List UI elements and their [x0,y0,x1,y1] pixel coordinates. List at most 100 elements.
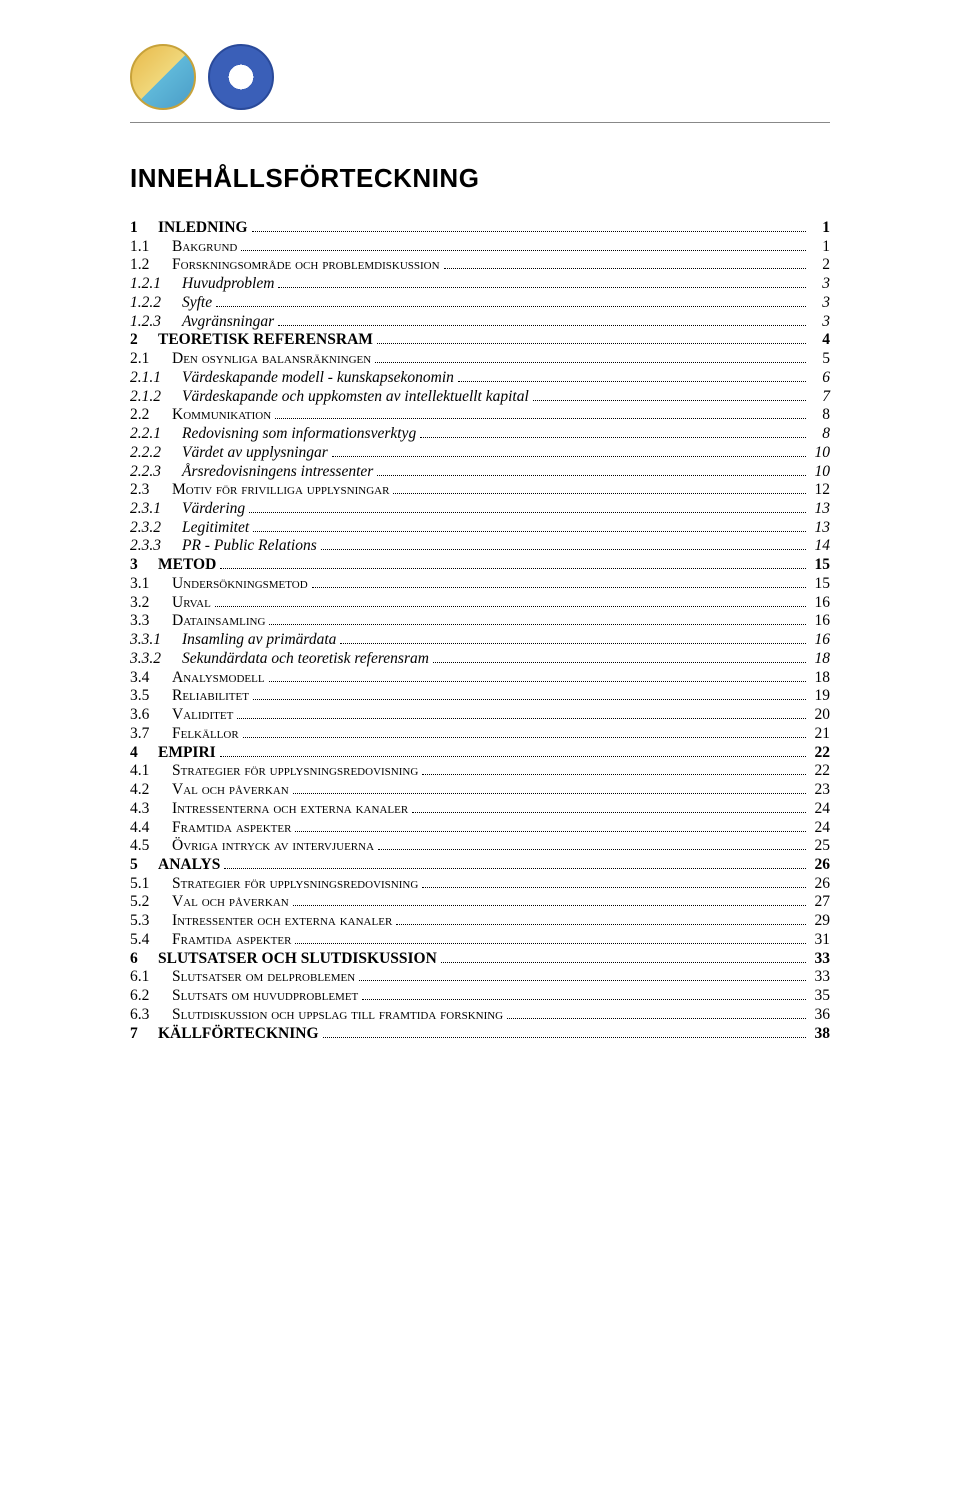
toc-entry: 5.4Framtida aspekter31 [130,932,830,949]
toc-entry-number: 2.1.1 [130,370,182,387]
toc-entry: 3.6Validitet20 [130,707,830,724]
toc-dot-leader [224,868,806,869]
toc-dot-leader [253,531,806,532]
toc-entry-page: 38 [810,1026,830,1043]
toc-entry: 2.2.3Årsredovisningens intressenter10 [130,464,830,481]
toc-dot-leader [507,1018,806,1019]
toc-entry-text: Urval [172,595,211,612]
toc-entry: 3.3.2Sekundärdata och teoretisk referens… [130,651,830,668]
toc-dot-leader [375,362,806,363]
toc-entry: 4EMPIRI22 [130,745,830,762]
toc-dot-leader [216,306,806,307]
toc-entry-text: Motiv för frivilliga upplysningar [172,482,389,499]
toc-entry-page: 26 [810,857,830,874]
toc-entry-text: Validitet [172,707,233,724]
toc-entry-page: 26 [810,876,830,893]
toc-entry-page: 3 [810,276,830,293]
toc-entry-page: 6 [810,370,830,387]
toc-dot-leader [458,381,806,382]
toc-entry-page: 10 [810,445,830,462]
toc-dot-leader [249,512,806,513]
toc-dot-leader [237,718,806,719]
toc-entry-text: METOD [158,557,216,574]
toc-entry-text: Analysmodell [172,670,265,687]
toc-entry-number: 7 [130,1026,158,1043]
toc-dot-leader [422,887,806,888]
toc-entry-text: Kommunikation [172,407,271,424]
toc-dot-leader [278,325,806,326]
toc-entry-number: 3.3.1 [130,632,182,649]
toc-entry-page: 25 [810,838,830,855]
toc-dot-leader [377,475,806,476]
toc-entry-number: 4 [130,745,158,762]
toc-entry: 2TEORETISK REFERENSRAM4 [130,332,830,349]
toc-dot-leader [295,831,806,832]
toc-entry: 3METOD15 [130,557,830,574]
toc-entry-text: Sekundärdata och teoretisk referensram [182,651,429,668]
toc-dot-leader [253,699,806,700]
toc-entry-text: Strategier för upplysningsredovisning [172,876,418,893]
toc-entry-text: Värdet av upplysningar [182,445,328,462]
toc-dot-leader [323,1037,806,1038]
toc-entry-text: Reliabilitet [172,688,249,705]
toc-entry: 2.3.3PR - Public Relations14 [130,538,830,555]
toc-dot-leader [293,905,806,906]
toc-dot-leader [340,643,806,644]
toc-entry-page: 16 [810,613,830,630]
toc-dot-leader [269,681,806,682]
toc-entry-number: 5.3 [130,913,172,930]
toc-entry-number: 3.5 [130,688,172,705]
toc-entry-number: 2.1.2 [130,389,182,406]
toc-entry-number: 4.2 [130,782,172,799]
toc-entry-page: 31 [810,932,830,949]
toc-entry-text: Slutsats om huvudproblemet [172,988,358,1005]
toc-entry-number: 6.3 [130,1007,172,1024]
page-title: INNEHÅLLSFÖRTECKNING [130,163,830,194]
toc-entry: 5.3Intressenter och externa kanaler29 [130,913,830,930]
toc-entry-number: 3 [130,557,158,574]
toc-entry: 1.2Forskningsområde och problemdiskussio… [130,257,830,274]
toc-entry-text: SLUTSATSER OCH SLUTDISKUSSION [158,951,437,968]
toc-entry-text: Val och påverkan [172,894,289,911]
toc-entry-number: 2.2.3 [130,464,182,481]
toc-entry: 1.2.2Syfte3 [130,295,830,312]
toc-entry-text: Legitimitet [182,520,249,537]
toc-entry-page: 5 [810,351,830,368]
toc-entry-page: 18 [810,651,830,668]
toc-entry-page: 20 [810,707,830,724]
toc-entry-page: 24 [810,801,830,818]
toc-entry-number: 2.3.1 [130,501,182,518]
toc-entry-page: 12 [810,482,830,499]
toc-dot-leader [412,812,806,813]
toc-entry-page: 2 [810,257,830,274]
toc-entry-text: Avgränsningar [182,314,274,331]
toc-entry-page: 7 [810,389,830,406]
toc-dot-leader [444,268,806,269]
header-rule [130,122,830,123]
toc-entry-page: 29 [810,913,830,930]
toc-dot-leader [533,400,806,401]
toc-dot-leader [293,793,806,794]
toc-dot-leader [393,493,806,494]
toc-entry-page: 16 [810,632,830,649]
toc-entry-text: Forskningsområde och problemdiskussion [172,257,440,274]
toc-entry: 6.2Slutsats om huvudproblemet35 [130,988,830,1005]
toc-entry: 5.1Strategier för upplysningsredovisning… [130,876,830,893]
toc-entry-text: Insamling av primärdata [182,632,336,649]
toc-entry-text: Huvudproblem [182,276,274,293]
table-of-contents: 1INLEDNING11.1Bakgrund11.2Forskningsområ… [130,220,830,1042]
toc-entry: 2.1.1Värdeskapande modell - kunskapsekon… [130,370,830,387]
toc-entry-number: 3.1 [130,576,172,593]
toc-entry: 3.1Undersökningsmetod15 [130,576,830,593]
toc-entry-text: Undersökningsmetod [172,576,308,593]
toc-dot-leader [275,418,806,419]
toc-entry-page: 27 [810,894,830,911]
toc-entry: 2.1.2Värdeskapande och uppkomsten av int… [130,389,830,406]
toc-entry-number: 6.1 [130,969,172,986]
toc-entry-text: Framtida aspekter [172,820,291,837]
toc-dot-leader [359,980,806,981]
toc-entry-text: TEORETISK REFERENSRAM [158,332,373,349]
toc-entry-number: 5.1 [130,876,172,893]
toc-entry-number: 4.5 [130,838,172,855]
toc-entry: 4.5Övriga intryck av intervjuerna25 [130,838,830,855]
